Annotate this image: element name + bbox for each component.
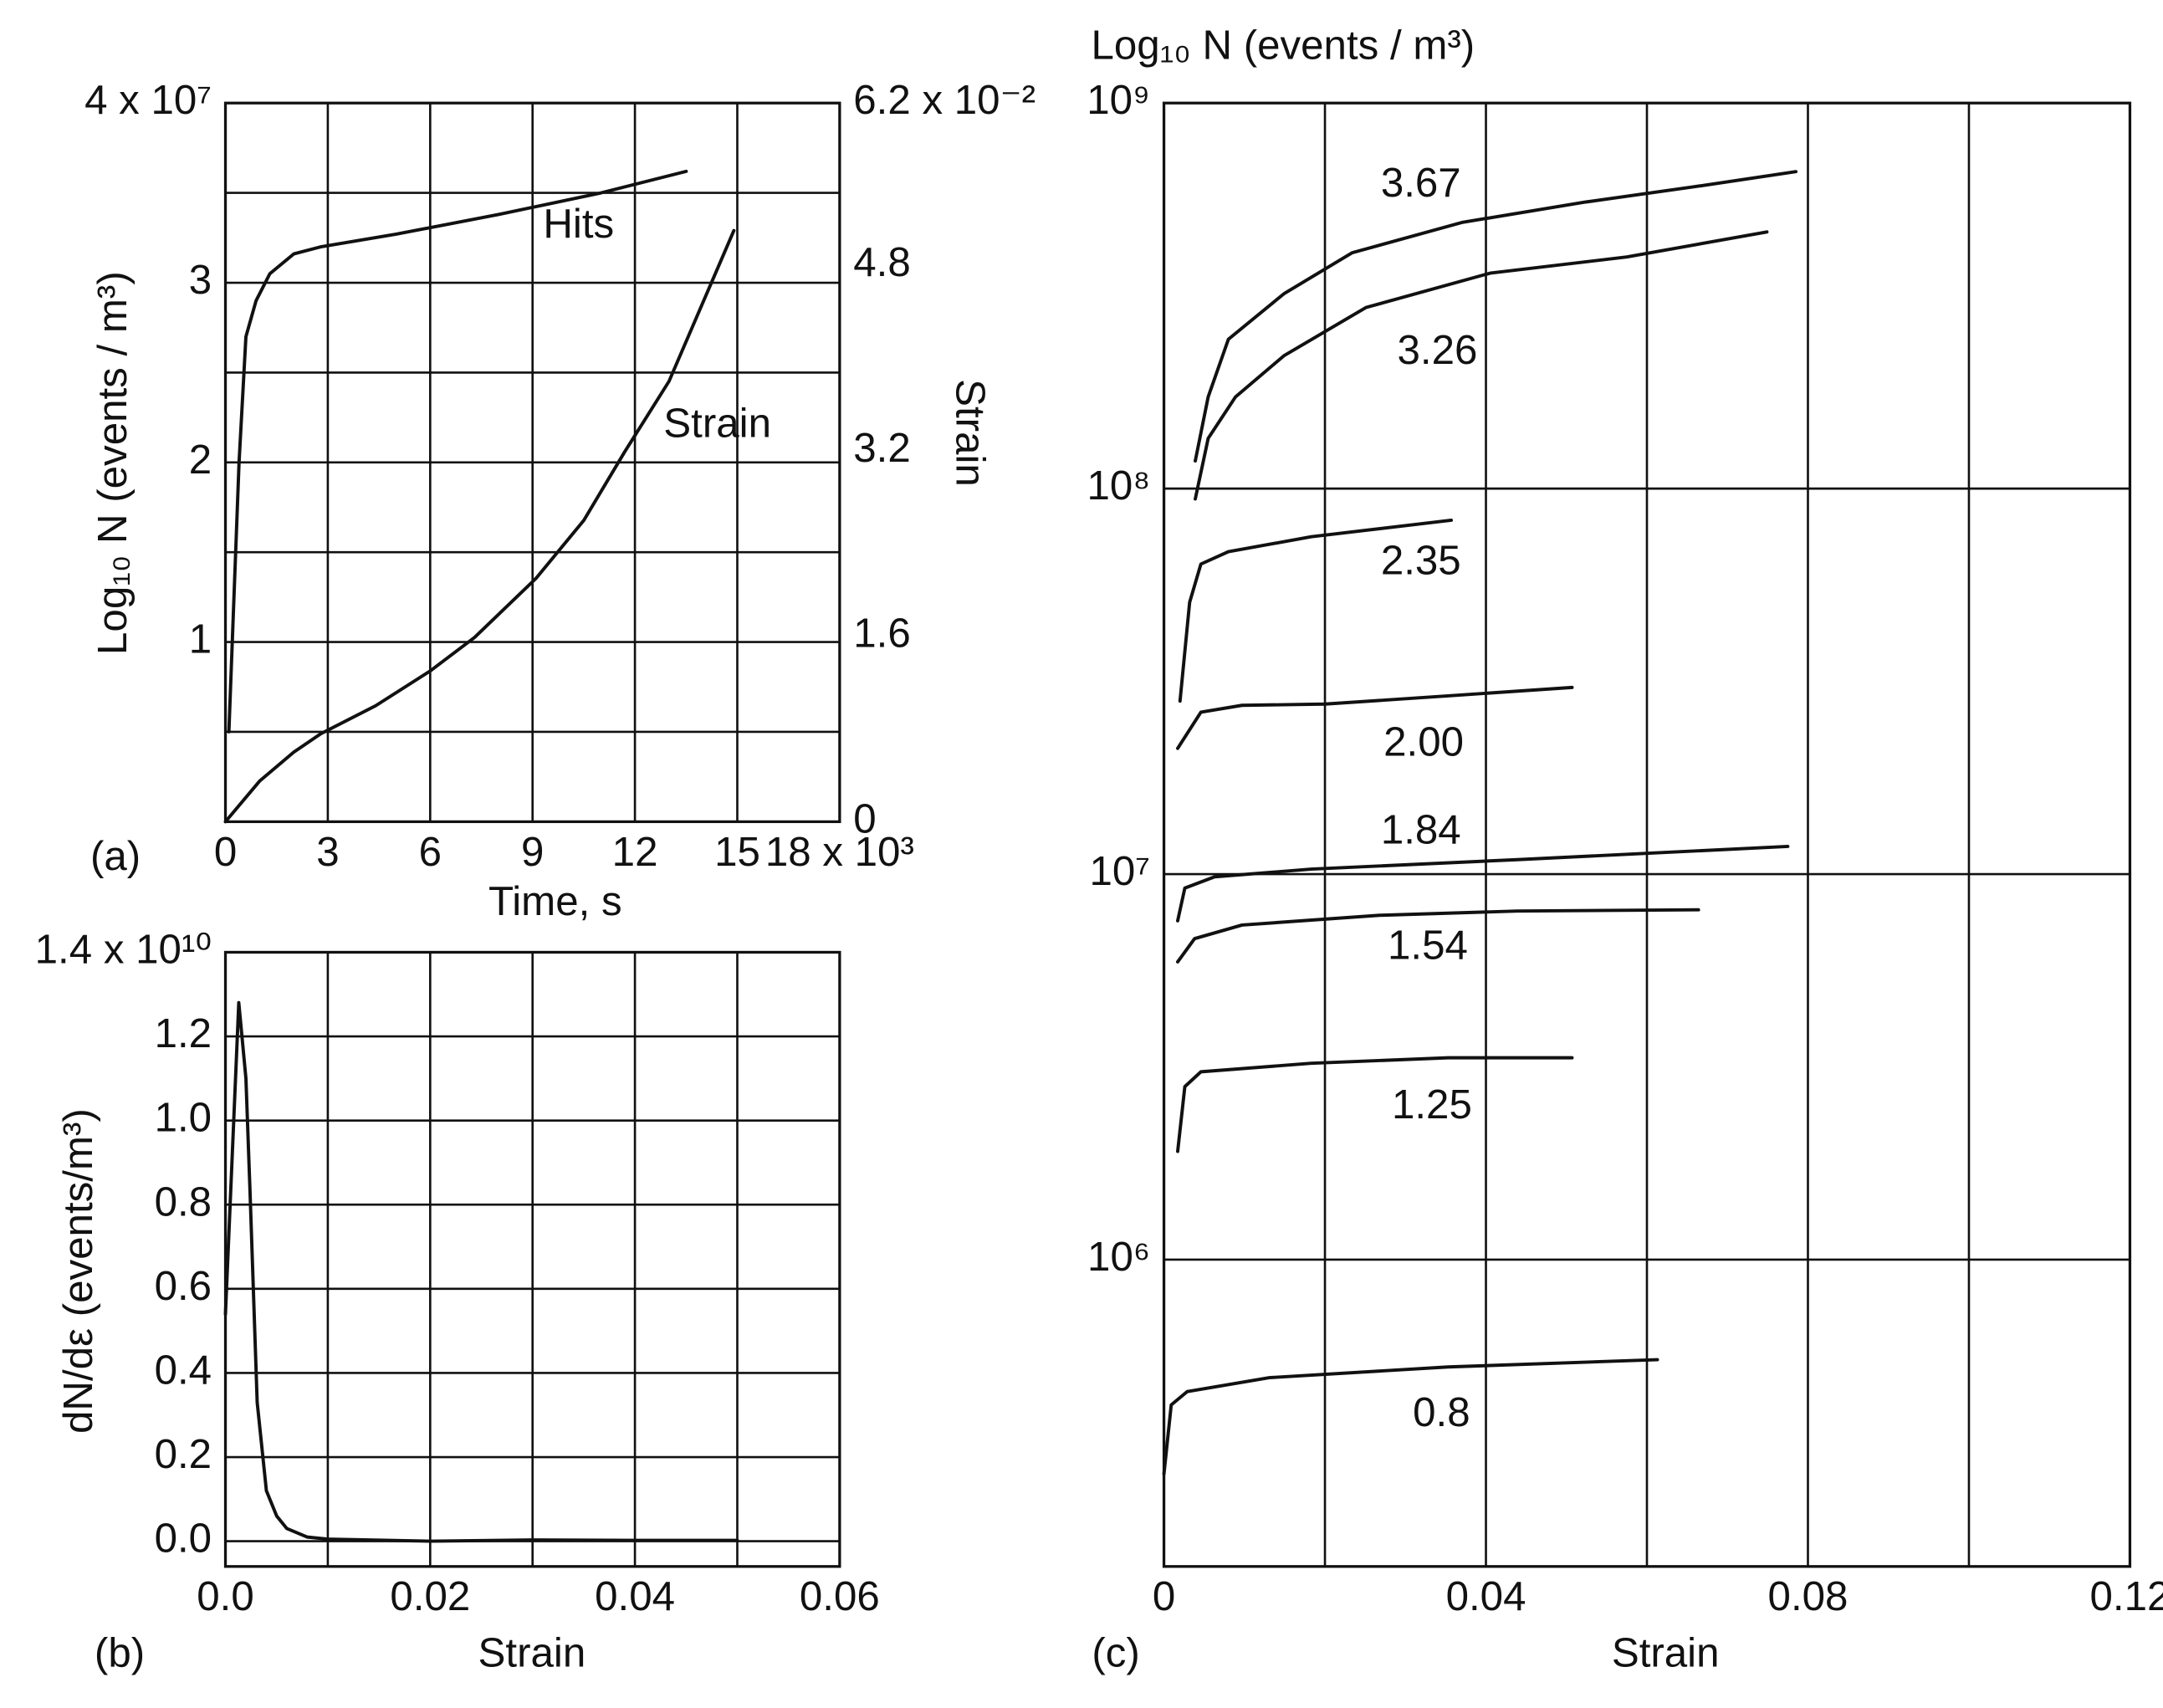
data-line — [1176, 844, 1790, 923]
y-tick-label: 1 — [189, 616, 212, 662]
x-axis-title: Strain — [1612, 1630, 1720, 1676]
chart-title: Log₁₀ N (events / m³) — [1091, 23, 1475, 69]
y2-axis-title: Strain — [948, 379, 994, 487]
y-tick-label: 2 — [189, 437, 212, 483]
y2-tick-label: 6.2 x 10⁻² — [853, 77, 1035, 123]
series-label: 1.25 — [1392, 1082, 1472, 1128]
series-label: 2.35 — [1381, 538, 1461, 584]
y-axis-title: Log₁₀ N (events / m³) — [89, 271, 136, 655]
y-tick-label: 0.0 — [155, 1516, 212, 1562]
plot-frame — [1162, 101, 2132, 1568]
x-tick-label: 12 — [612, 829, 658, 875]
data-line — [1194, 230, 1769, 501]
panel-label: (b) — [95, 1630, 145, 1676]
series-label: 3.67 — [1381, 160, 1461, 206]
y-tick-label: 0.8 — [155, 1179, 212, 1225]
x-tick-label: 3 — [316, 829, 339, 875]
y-tick-label: 10⁶ — [1087, 1234, 1150, 1280]
y-tick-label: 10⁷ — [1090, 848, 1151, 894]
y-tick-label: 1.4 x 10¹⁰ — [35, 926, 212, 972]
x-tick-label: 0 — [1153, 1573, 1175, 1619]
y-tick-label: 0.4 — [155, 1347, 212, 1393]
data-line — [1176, 685, 1574, 750]
series-label: 3.26 — [1398, 327, 1478, 373]
y2-tick-label: 4.8 — [853, 239, 910, 285]
y-tick-label: 0.2 — [155, 1431, 212, 1477]
x-tick-label: 0 — [214, 829, 237, 875]
y2-tick-label: 3.2 — [853, 425, 910, 471]
y-tick-label: 3 — [189, 257, 212, 303]
x-tick-label: 18 x 10³ — [765, 829, 914, 875]
data-line — [1194, 170, 1798, 463]
series-label: 1.84 — [1381, 807, 1461, 853]
y-tick-label: 4 x 10⁷ — [84, 77, 212, 123]
y-tick-label: 0.6 — [155, 1263, 212, 1309]
y2-tick-label: 0 — [853, 795, 876, 841]
y-tick-label: 10⁹ — [1087, 77, 1150, 123]
y-tick-label: 1.0 — [155, 1095, 212, 1141]
x-tick-label: 0.12 — [2090, 1573, 2163, 1619]
panel-label: (a) — [90, 833, 141, 879]
y-tick-label: 1.2 — [155, 1010, 212, 1056]
x-tick-label: 9 — [521, 829, 544, 875]
x-tick-label: 0.0 — [197, 1573, 254, 1619]
data-line — [1176, 908, 1700, 964]
data-line — [223, 1000, 739, 1543]
series-label: 2.00 — [1383, 718, 1464, 765]
panel-label: (c) — [1092, 1630, 1139, 1676]
x-tick-label: 6 — [419, 829, 442, 875]
series-label: Strain — [663, 400, 771, 446]
x-tick-label: 0.02 — [390, 1573, 470, 1619]
data-line — [227, 169, 688, 734]
x-tick-label: 15 — [714, 829, 760, 875]
series-label: 0.8 — [1413, 1389, 1470, 1435]
data-line — [1176, 1056, 1574, 1153]
x-axis-title: Time, s — [488, 878, 622, 924]
series-label: Hits — [543, 201, 614, 247]
plot-frame — [223, 101, 841, 824]
data-line — [1162, 1358, 1659, 1476]
plot-frame — [223, 950, 841, 1568]
x-tick-label: 0.06 — [800, 1573, 880, 1619]
x-tick-label: 0.04 — [595, 1573, 675, 1619]
data-line — [223, 228, 736, 824]
x-tick-label: 0.08 — [1768, 1573, 1849, 1619]
y-tick-label: 10⁸ — [1087, 463, 1151, 509]
series-label: 1.54 — [1388, 923, 1468, 969]
x-axis-title: Strain — [478, 1630, 586, 1676]
x-tick-label: 0.04 — [1446, 1573, 1526, 1619]
y2-tick-label: 1.6 — [853, 611, 910, 657]
y-axis-title: dN/dε (events/m³) — [55, 1108, 101, 1434]
data-line — [1178, 518, 1454, 703]
